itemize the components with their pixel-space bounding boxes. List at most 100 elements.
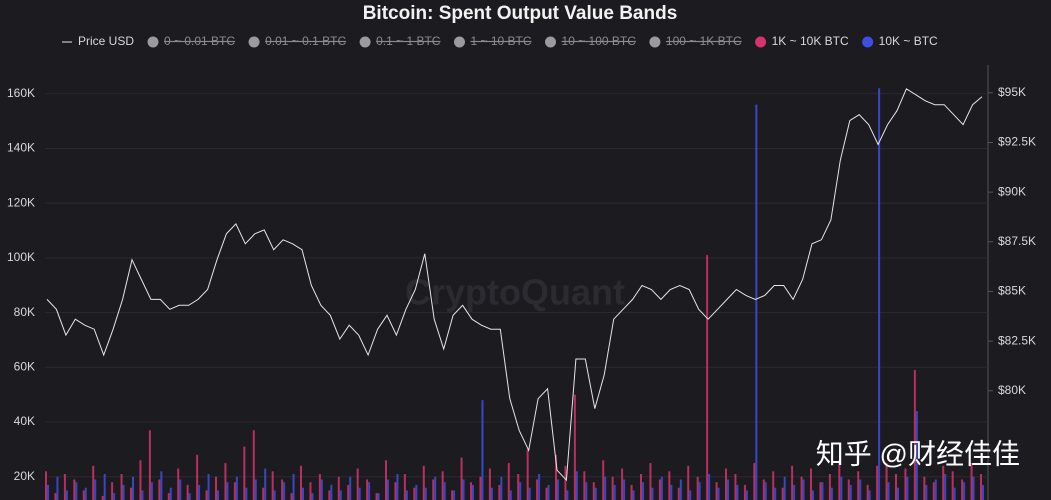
bar (73, 479, 76, 500)
bar (507, 463, 510, 500)
bar (349, 476, 352, 500)
bar (611, 476, 614, 500)
bar (441, 471, 444, 500)
bar (63, 474, 66, 500)
bar (160, 471, 163, 500)
bar (727, 479, 729, 500)
bar (356, 468, 359, 500)
bar (555, 454, 557, 500)
bar (668, 471, 671, 500)
bar (139, 460, 142, 500)
bar (179, 479, 182, 500)
bar (309, 482, 312, 500)
legend-label: 1K ~ 10K BTC (772, 34, 849, 48)
y-tick-label: 140K (7, 141, 35, 155)
legend-label: 100 ~ 1K BTC (666, 34, 742, 48)
bar (677, 487, 680, 500)
bar (640, 474, 642, 500)
y-tick-label: 80K (14, 305, 35, 319)
bar (913, 370, 916, 500)
bar (196, 454, 199, 500)
bar (500, 476, 503, 500)
bar (130, 487, 132, 500)
bar (743, 484, 746, 500)
legend-label: 0.1 ~ 1 BTC (376, 34, 441, 48)
price-line (46, 88, 983, 482)
bar (602, 460, 605, 500)
bar (377, 493, 380, 500)
legend-dot (545, 36, 557, 48)
bar (566, 490, 569, 500)
bar (972, 476, 975, 500)
bar (45, 471, 47, 500)
bar (953, 487, 956, 500)
bar (632, 490, 635, 500)
bar (885, 463, 888, 500)
y-tick-label: 40K (14, 414, 35, 428)
bar (167, 493, 170, 500)
bar (715, 482, 718, 500)
legend-dot (453, 36, 465, 48)
bar (347, 484, 350, 500)
bar (642, 482, 644, 500)
y-tick-label: 120K (7, 195, 35, 209)
bar (111, 482, 114, 500)
bar (281, 479, 284, 500)
bar (205, 490, 208, 500)
bar (226, 482, 229, 500)
bar (623, 479, 626, 500)
bar (649, 463, 652, 500)
bar (745, 490, 748, 500)
bar (302, 487, 304, 500)
bar (651, 487, 654, 500)
bar (328, 490, 331, 500)
bar (264, 468, 267, 500)
bar (54, 493, 57, 500)
bar (120, 474, 123, 500)
bar (849, 484, 852, 500)
bar (262, 487, 265, 500)
bar (840, 476, 843, 500)
bar (422, 465, 425, 500)
legend-dot (755, 36, 767, 48)
bar (961, 479, 964, 500)
bar (819, 482, 822, 500)
bar (47, 484, 49, 500)
bar (857, 471, 860, 500)
bar (396, 474, 399, 500)
bar (925, 484, 928, 500)
bar (443, 482, 446, 500)
bar (217, 490, 219, 500)
y2-tick-label: $82.5K (998, 333, 1036, 347)
bar (791, 465, 794, 500)
bar (847, 479, 850, 500)
bar (830, 487, 833, 500)
bar (670, 484, 673, 500)
bar (300, 465, 302, 500)
bar (403, 474, 406, 500)
bar (92, 465, 95, 500)
y-tick-label: 160K (7, 86, 35, 100)
bar (490, 487, 493, 500)
y-tick-label: 60K (14, 359, 35, 373)
bar (594, 487, 597, 500)
bar (432, 479, 435, 500)
bar (802, 479, 805, 500)
bar (689, 490, 692, 500)
bar (687, 465, 690, 500)
bar (963, 482, 966, 500)
bar (604, 476, 607, 500)
bar (207, 474, 210, 500)
bar (764, 482, 767, 500)
bar (585, 482, 588, 500)
bar (573, 394, 576, 500)
bar (679, 479, 682, 500)
bar (658, 479, 661, 500)
legend-dot (649, 36, 661, 48)
legend-dot (862, 36, 874, 48)
bar (254, 479, 257, 500)
bar (538, 474, 541, 500)
legend-label: 0 ~ 0.01 BTC (164, 34, 235, 48)
bar (101, 495, 104, 500)
